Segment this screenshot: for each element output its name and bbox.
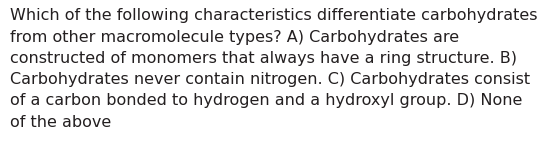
Text: Which of the following characteristics differentiate carbohydrates
from other ma: Which of the following characteristics d… — [10, 8, 537, 130]
